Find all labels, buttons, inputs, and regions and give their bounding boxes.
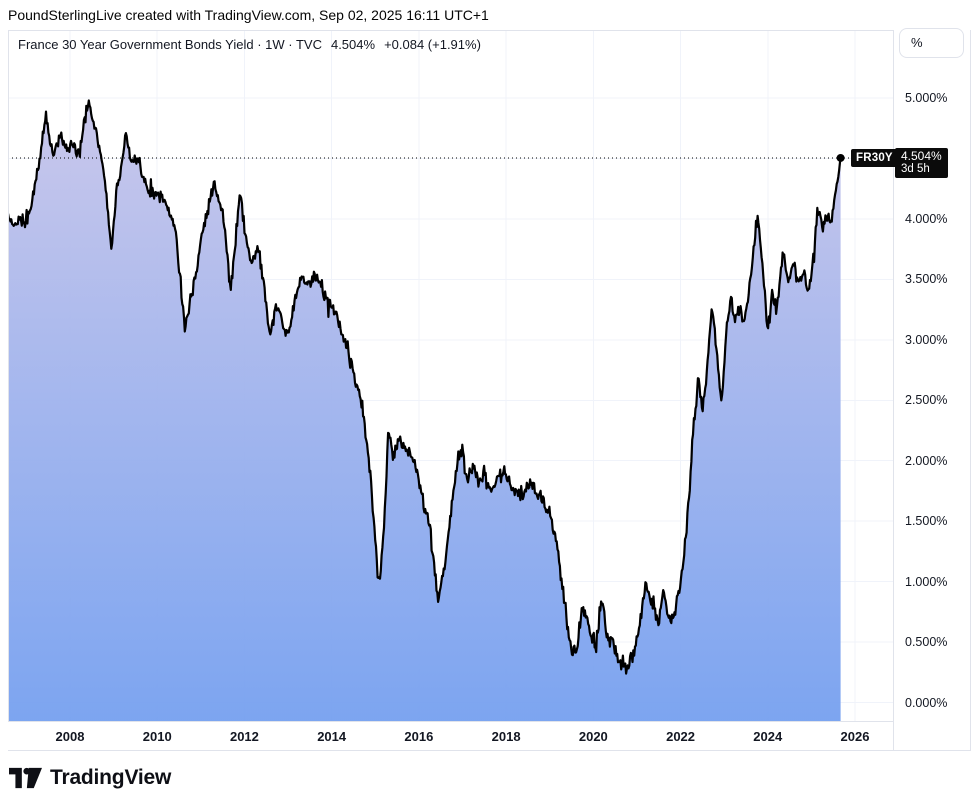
tradingview-logo[interactable]: TradingView: [9, 766, 171, 790]
time-axis-label: 2014: [317, 729, 347, 744]
price-line: [8, 99, 842, 675]
price-chart-pane[interactable]: [8, 30, 893, 722]
symbol-price-flag: FR30Y: [851, 149, 898, 167]
price-axis[interactable]: 5.000% 4.000% 3.500% 3.000% 2.500% 2.000% 1.50…: [893, 30, 970, 722]
attribution-text: PoundSterlingLive created with TradingVi…: [8, 7, 489, 23]
percent-unit-button[interactable]: %: [899, 28, 964, 58]
price-axis-label: 1.000%: [905, 574, 948, 589]
time-axis-label: 2018: [491, 729, 521, 744]
price-axis-label: 2.000%: [905, 453, 948, 468]
bar-countdown: 3d 5h: [901, 163, 930, 175]
price-axis-label: 5.000%: [905, 91, 948, 105]
price-axis-label: 3.000%: [905, 332, 948, 347]
time-axis[interactable]: 2008 2010 2012 2014 2016 2018 2020 2022 2024 2026: [8, 722, 893, 750]
time-axis-label: 2024: [753, 729, 783, 744]
price-axis-label: 2.500%: [905, 393, 948, 408]
symbol-title: France 30 Year Government Bonds Yield · …: [18, 37, 322, 52]
last-price-axis-value: 4.504%: [901, 149, 942, 163]
price-axis-label: 3.500%: [905, 272, 948, 287]
price-axis-label: 4.000%: [905, 211, 948, 226]
price-axis-separator: [893, 30, 894, 750]
time-axis-label: 2022: [666, 729, 696, 744]
last-price-axis-label: 4.504% 3d 5h: [895, 148, 948, 178]
price-change: +0.084 (+1.91%): [384, 37, 481, 52]
chart-legend: France 30 Year Government Bonds Yield · …: [18, 37, 481, 52]
time-axis-label: 2010: [142, 729, 172, 744]
price-axis-label: 0.500%: [905, 635, 948, 650]
time-axis-label: 2012: [229, 729, 259, 744]
time-axis-label: 2008: [55, 729, 85, 744]
time-axis-bottom-border: [8, 750, 971, 751]
last-price-marker: [836, 153, 845, 162]
time-axis-label: 2020: [578, 729, 608, 744]
last-price-value: 4.504%: [330, 37, 376, 52]
area-fill: [8, 100, 841, 722]
time-axis-label: 2026: [840, 729, 870, 744]
price-axis-label: 1.500%: [905, 514, 948, 529]
price-axis-label: 0.000%: [905, 695, 948, 710]
time-axis-label: 2016: [404, 729, 434, 744]
tradingview-wordmark: TradingView: [50, 766, 172, 789]
tradingview-logo-icon: [9, 767, 42, 789]
price-axis-right-border: [970, 30, 971, 750]
